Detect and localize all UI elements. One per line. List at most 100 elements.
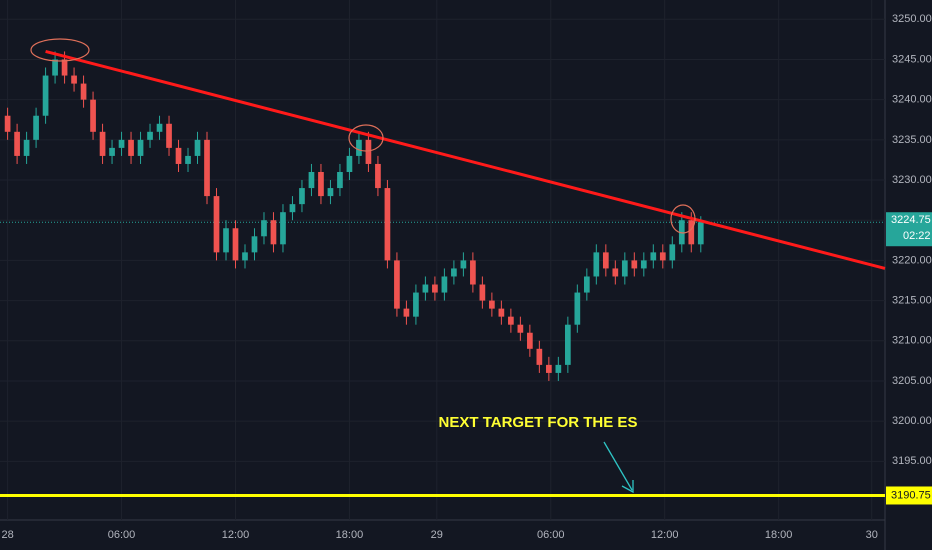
candle-body [242, 252, 248, 261]
candle-body [621, 260, 628, 277]
plot [0, 0, 886, 520]
candle-body [109, 147, 115, 156]
candle-body [697, 222, 704, 245]
candle-body [659, 252, 666, 261]
annotation-arrow [603, 441, 633, 491]
candle-body [555, 364, 562, 373]
candle-body [441, 276, 448, 293]
candle-body [118, 139, 125, 148]
candle-body [327, 188, 334, 197]
candle-body [289, 204, 296, 213]
candle-body [232, 228, 239, 261]
candle-body [489, 300, 495, 309]
candle-body [536, 348, 543, 365]
candle-body [688, 220, 695, 245]
candle-body [384, 188, 391, 261]
candle-body [460, 260, 467, 269]
candle-body [80, 83, 87, 100]
candle-body [413, 292, 419, 317]
x-tick-label: 12:00 [222, 529, 250, 541]
candle-body [33, 115, 39, 140]
highlight-ellipse [348, 124, 384, 152]
candle-body [375, 163, 381, 189]
candle-body [422, 284, 429, 293]
candle-body [194, 139, 201, 156]
highlight-ellipse [670, 204, 696, 234]
candle-body [213, 196, 220, 253]
candle-body [498, 308, 505, 317]
x-tick-label: 06:00 [108, 529, 136, 541]
current-price-tag [886, 212, 932, 247]
candle-body [593, 252, 600, 277]
x-tick-label: 06:00 [537, 529, 565, 541]
candle-body [479, 284, 486, 301]
candle-body [299, 188, 305, 205]
candle-body [223, 228, 229, 253]
candle-body [90, 99, 96, 132]
candle-body [156, 123, 163, 132]
candle-body [4, 115, 11, 132]
candle-body [261, 220, 267, 237]
candle-body [678, 220, 685, 245]
y-tick-label: 3245.00 [892, 53, 932, 65]
candle-body [166, 123, 172, 148]
candle-body [71, 75, 77, 84]
y-tick-label: 3210.00 [892, 335, 932, 347]
y-tick-label: 3205.00 [892, 375, 932, 387]
candle-body [99, 131, 106, 156]
candle-body [137, 139, 144, 156]
candle-body [564, 324, 571, 365]
candle-body [470, 260, 476, 285]
candle-body [451, 268, 457, 277]
y-tick-label: 3200.00 [892, 415, 932, 427]
candle-body [23, 139, 30, 156]
x-tick-label: 29 [431, 529, 443, 541]
y-tick-label: 3195.00 [892, 455, 932, 467]
candle-body [583, 276, 590, 293]
candle-body [346, 155, 353, 172]
countdown-label: 02:22 [903, 230, 931, 242]
candle-body [546, 364, 552, 373]
candle-body [337, 171, 343, 189]
highlight-ellipse [30, 38, 90, 62]
y-tick-label: 3235.00 [892, 134, 932, 146]
candle-body [52, 59, 58, 76]
candle-body [508, 316, 514, 325]
candle-body [631, 260, 638, 269]
candle-body [517, 324, 524, 333]
candle-body [403, 308, 410, 317]
candle-body [14, 131, 20, 156]
x-tick-label: 18:00 [336, 529, 364, 541]
y-tick-label: 3230.00 [892, 174, 932, 186]
annotation-arrow-head [621, 480, 634, 494]
candle-body [602, 252, 609, 269]
annotation: NEXT TARGET FOR THE ES [439, 414, 638, 431]
y-tick-label: 3250.00 [892, 13, 932, 25]
y-tick-label: 3240.00 [892, 94, 932, 106]
candle-body [175, 147, 182, 164]
x-tick-label: 12:00 [651, 529, 679, 541]
candle-body [185, 155, 191, 164]
x-tick-label: 28 [1, 529, 13, 541]
candle-body [432, 284, 438, 293]
x-tick-label: 18:00 [765, 529, 793, 541]
candle-body [574, 292, 581, 325]
y-tick-label: 3215.00 [892, 294, 932, 306]
candle-body [280, 212, 286, 245]
candle-body [42, 75, 49, 116]
candle-body [204, 139, 210, 197]
candle-body [308, 171, 315, 189]
trendline [45, 49, 886, 270]
candle-body [527, 332, 533, 349]
candle-body [128, 139, 134, 156]
candle-body [251, 236, 258, 253]
target-price-label: 3190.75 [891, 489, 931, 501]
x-tick-label: 30 [866, 529, 878, 541]
candle-body [612, 268, 619, 277]
candle-body [365, 139, 372, 164]
candle-body [61, 59, 68, 76]
candle-body [650, 252, 657, 261]
candle-body [669, 244, 676, 261]
